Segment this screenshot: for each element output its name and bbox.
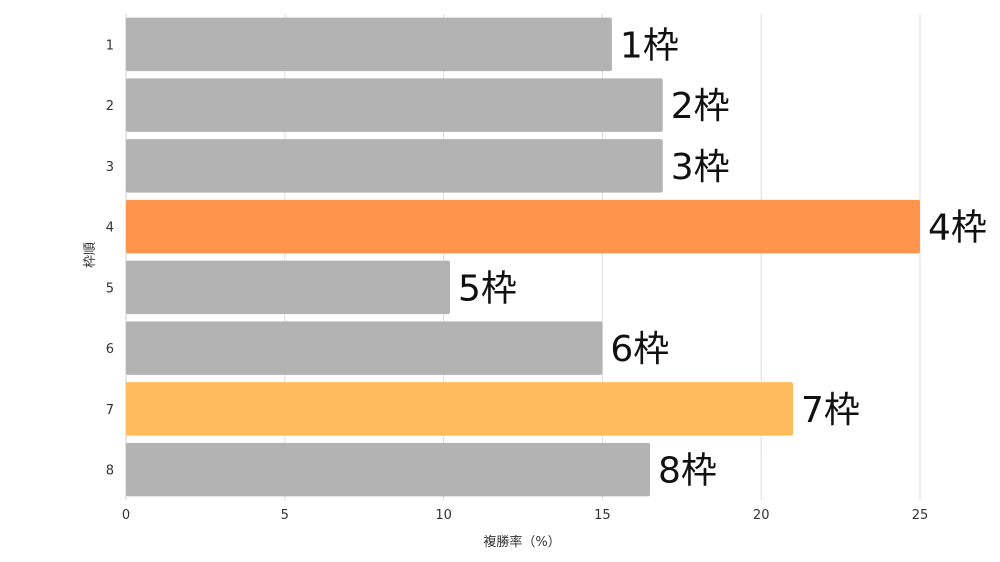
x-tick-label: 5 [281,508,289,523]
bar-label-3: 3枠 [671,147,730,188]
bar-5 [126,260,450,315]
bar-label-7: 7枠 [801,390,860,431]
y-tick-label: 4 [106,221,114,236]
bar-label-6: 6枠 [610,329,669,370]
bar-1 [126,17,612,72]
x-tick-label: 25 [912,508,929,523]
bar-3 [126,139,663,193]
x-axis-title: 複勝率（%） [483,534,560,550]
y-axis-title: 枠順 [83,242,98,268]
y-tick-label: 6 [106,342,114,357]
y-tick-label: 8 [106,464,114,479]
y-tick-label: 5 [106,281,114,296]
bar-label-1: 1枠 [620,25,679,66]
x-tick-labels: 0 5 10 15 20 25 [122,508,928,523]
bar-label-2: 2枠 [671,86,730,127]
x-tick-label: 0 [122,508,130,523]
bar-label-5: 5枠 [458,268,517,309]
bar-8 [126,442,651,497]
bar-label-8: 8枠 [658,451,717,492]
y-tick-label: 1 [106,38,114,53]
bar-label-4: 4枠 [928,208,987,249]
y-tick-label: 3 [106,160,114,175]
bar-2 [126,78,663,132]
bar-7 [126,382,793,436]
x-tick-label: 20 [753,508,770,523]
y-tick-label: 2 [106,99,114,114]
bar-data-labels: 1枠 2枠 3枠 4枠 5枠 6枠 7枠 8枠 [458,25,987,491]
y-tick-label: 7 [106,403,114,418]
bars [126,17,920,497]
x-tick-label: 15 [594,508,611,523]
y-tick-labels: 1 2 3 4 5 6 7 8 [106,38,114,478]
bar-4 [126,199,920,254]
bar-6 [126,321,603,375]
x-tick-label: 10 [435,508,452,523]
